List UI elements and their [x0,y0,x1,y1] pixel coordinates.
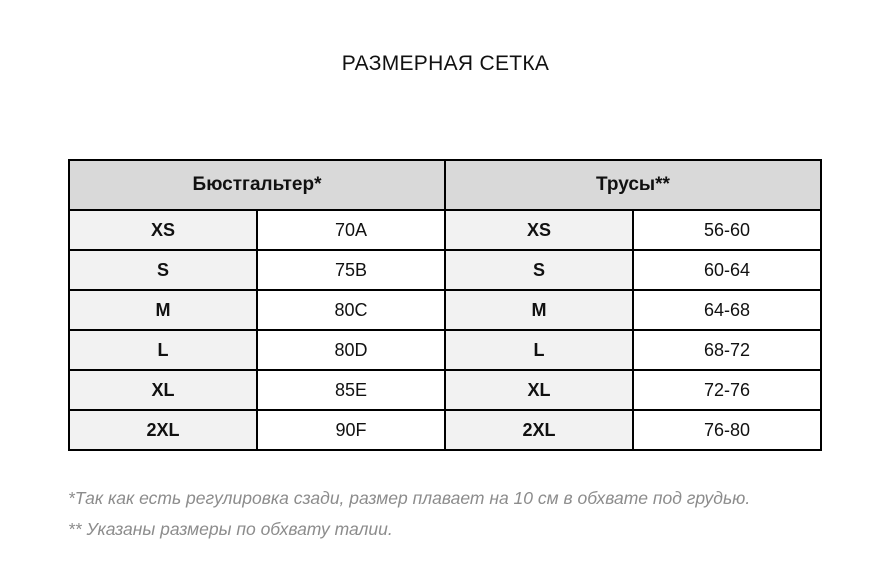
table-row: M 80C M 64-68 [68,289,822,331]
panties-value-cell: 60-64 [632,249,822,291]
bra-value-cell: 80C [256,289,446,331]
panties-value-cell: 64-68 [632,289,822,331]
panties-size-cell: L [444,329,634,371]
table-row: XS 70A XS 56-60 [68,209,822,251]
bra-header-cell: Бюстгальтер* [68,159,446,211]
panties-size-cell: XS [444,209,634,251]
footnote-panties: ** Указаны размеры по обхвату талии. [68,519,393,539]
bra-size-cell: S [68,249,258,291]
bra-size-cell: M [68,289,258,331]
panties-size-cell: XL [444,369,634,411]
page-title: РАЗМЕРНАЯ СЕТКА [341,52,550,75]
panties-value-cell: 56-60 [632,209,822,251]
panties-size-cell: S [444,249,634,291]
table-row: L 80D L 68-72 [68,329,822,371]
panties-value-cell: 68-72 [632,329,822,371]
bra-size-cell: 2XL [68,409,258,451]
bra-size-cell: XS [68,209,258,251]
bra-value-cell: 90F [256,409,446,451]
panties-value-cell: 76-80 [632,409,822,451]
footnotes: *Так как есть регулировка сзади, размер … [68,488,858,550]
footnote-bra: *Так как есть регулировка сзади, размер … [68,488,751,508]
table-row: XL 85E XL 72-76 [68,369,822,411]
table-body: XS 70A XS 56-60 S 75B S 60-64 M 80C M 64 [68,209,822,451]
table-row: 2XL 90F 2XL 76-80 [68,409,822,451]
panties-header-cell: Трусы** [444,159,822,211]
bra-value-cell: 70A [256,209,446,251]
table-header-row: Бюстгальтер* Трусы** [68,159,822,211]
bra-size-cell: XL [68,369,258,411]
table-row: S 75B S 60-64 [68,249,822,291]
bra-size-cell: L [68,329,258,371]
bra-value-cell: 75B [256,249,446,291]
bra-value-cell: 85E [256,369,446,411]
panties-size-cell: 2XL [444,409,634,451]
panties-value-cell: 72-76 [632,369,822,411]
bra-value-cell: 80D [256,329,446,371]
size-table: Бюстгальтер* Трусы** XS 70A XS 56-60 S 7… [68,159,822,451]
panties-size-cell: M [444,289,634,331]
